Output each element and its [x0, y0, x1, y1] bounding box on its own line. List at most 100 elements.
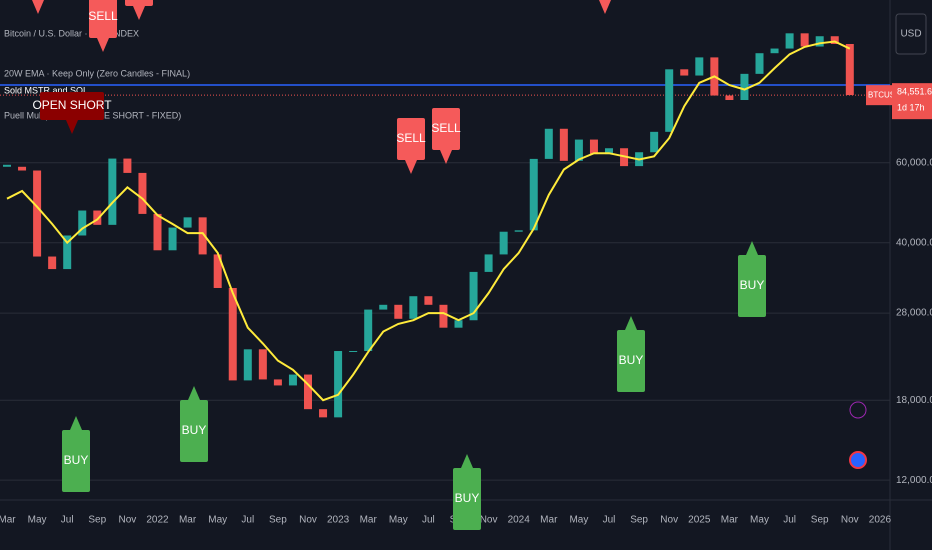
- candle: [499, 231, 508, 255]
- candle: [559, 128, 568, 161]
- x-tick-label: Jul: [422, 515, 435, 526]
- candle: [484, 254, 493, 272]
- candle: [680, 69, 689, 76]
- signal-box: [453, 468, 481, 530]
- icon[interactable]: [849, 401, 867, 419]
- x-tick-label: May: [28, 515, 47, 526]
- candle: [138, 172, 147, 214]
- signal-label: BUY: [453, 454, 481, 530]
- candle: [273, 379, 282, 386]
- signal-box: [617, 330, 645, 392]
- signal-label: SELL: [599, 0, 611, 14]
- signal-text: BUY: [455, 491, 480, 505]
- signal-box: [432, 108, 460, 150]
- signal-text: BUY: [64, 453, 89, 467]
- candle: [454, 320, 463, 328]
- signal-text: BUY: [619, 353, 644, 367]
- signal-label: SELL: [125, 0, 153, 20]
- x-tick-label: May: [389, 515, 408, 526]
- signal-arrow: [405, 160, 417, 174]
- signal-label: SELL: [431, 108, 461, 164]
- signal-label: BUY: [180, 386, 208, 462]
- signal-box: [180, 400, 208, 462]
- icon[interactable]: [849, 451, 867, 469]
- candle: [33, 170, 42, 257]
- candle: [514, 230, 523, 232]
- candle: [3, 164, 11, 167]
- candle: [153, 213, 162, 251]
- header-line: Sold MSTR and SOL: [4, 85, 88, 95]
- signal-box: [40, 92, 104, 120]
- x-tick-label: Sep: [269, 515, 287, 526]
- candle: [183, 217, 192, 228]
- x-tick-label: Mar: [360, 515, 378, 526]
- x-tick-label: Mar: [0, 515, 16, 526]
- candle: [695, 57, 704, 76]
- y-tick-label: 40,000.00: [896, 237, 932, 248]
- price-tag: [892, 83, 932, 120]
- candle: [755, 53, 764, 74]
- symbol: BTCUSD: [868, 90, 901, 99]
- signal-text: SELL: [88, 9, 118, 23]
- signal-label: SELL: [32, 0, 44, 14]
- candle: [830, 36, 839, 44]
- candle: [439, 304, 448, 328]
- candle: [349, 351, 358, 353]
- candle: [605, 148, 613, 155]
- x-tick-label: Mar: [540, 515, 558, 526]
- candle: [815, 36, 824, 47]
- y-tick-label: 12,000.00: [896, 475, 932, 486]
- candle: [740, 73, 749, 101]
- candle: [725, 95, 734, 101]
- signal-label: BUY: [738, 241, 766, 317]
- signal-arrow: [461, 454, 473, 468]
- candle: [93, 210, 102, 225]
- x-tick-label: Sep: [811, 515, 829, 526]
- x-tick-label: Jul: [241, 515, 254, 526]
- x-tick-label: Mar: [179, 515, 197, 526]
- candle: [650, 131, 659, 153]
- x-tick-label: Sep: [630, 515, 648, 526]
- signal-text: BUY: [740, 278, 765, 292]
- currency[interactable]: USD: [900, 29, 921, 40]
- candle: [228, 287, 237, 381]
- signal-arrow: [97, 38, 109, 52]
- x-tick-label: May: [569, 515, 588, 526]
- signal-label: SELL: [88, 0, 118, 52]
- candle: [198, 217, 207, 255]
- candle: [319, 409, 328, 418]
- signal-label: SELL: [396, 118, 426, 174]
- currency-button[interactable]: [895, 13, 927, 55]
- candle: [243, 349, 252, 381]
- candle: [168, 227, 177, 251]
- candle: [48, 256, 57, 270]
- candle: [469, 271, 478, 321]
- x-tick-label: Nov: [841, 515, 859, 526]
- candle: [424, 296, 433, 305]
- x-tick-label: 2022: [146, 515, 169, 526]
- signal-label: BUY: [617, 316, 645, 392]
- candle: [544, 128, 553, 159]
- signal-arrow: [625, 316, 637, 330]
- x-tick-label: Mar: [721, 515, 739, 526]
- candle: [574, 139, 583, 161]
- candle: [800, 33, 809, 47]
- x-tick-label: Sep: [88, 515, 106, 526]
- candle: [304, 374, 312, 410]
- signal-text: OPEN SHORT: [32, 98, 112, 112]
- ema-line: [6, 40, 851, 402]
- signal-arrow: [70, 416, 82, 430]
- candle: [845, 43, 854, 96]
- signal-label: BUY: [62, 416, 90, 492]
- x-tick-label: 2024: [508, 515, 531, 526]
- signal-label: OPEN SHORT: [32, 92, 112, 134]
- candle: [409, 296, 418, 319]
- x-tick-label: May: [750, 515, 769, 526]
- x-tick-label: Nov: [660, 515, 678, 526]
- signal-box: [125, 0, 153, 6]
- signal-text: SELL: [431, 121, 461, 135]
- plot: [0, 33, 890, 481]
- signal-box: [397, 118, 425, 160]
- signal-text: SELL: [396, 131, 426, 145]
